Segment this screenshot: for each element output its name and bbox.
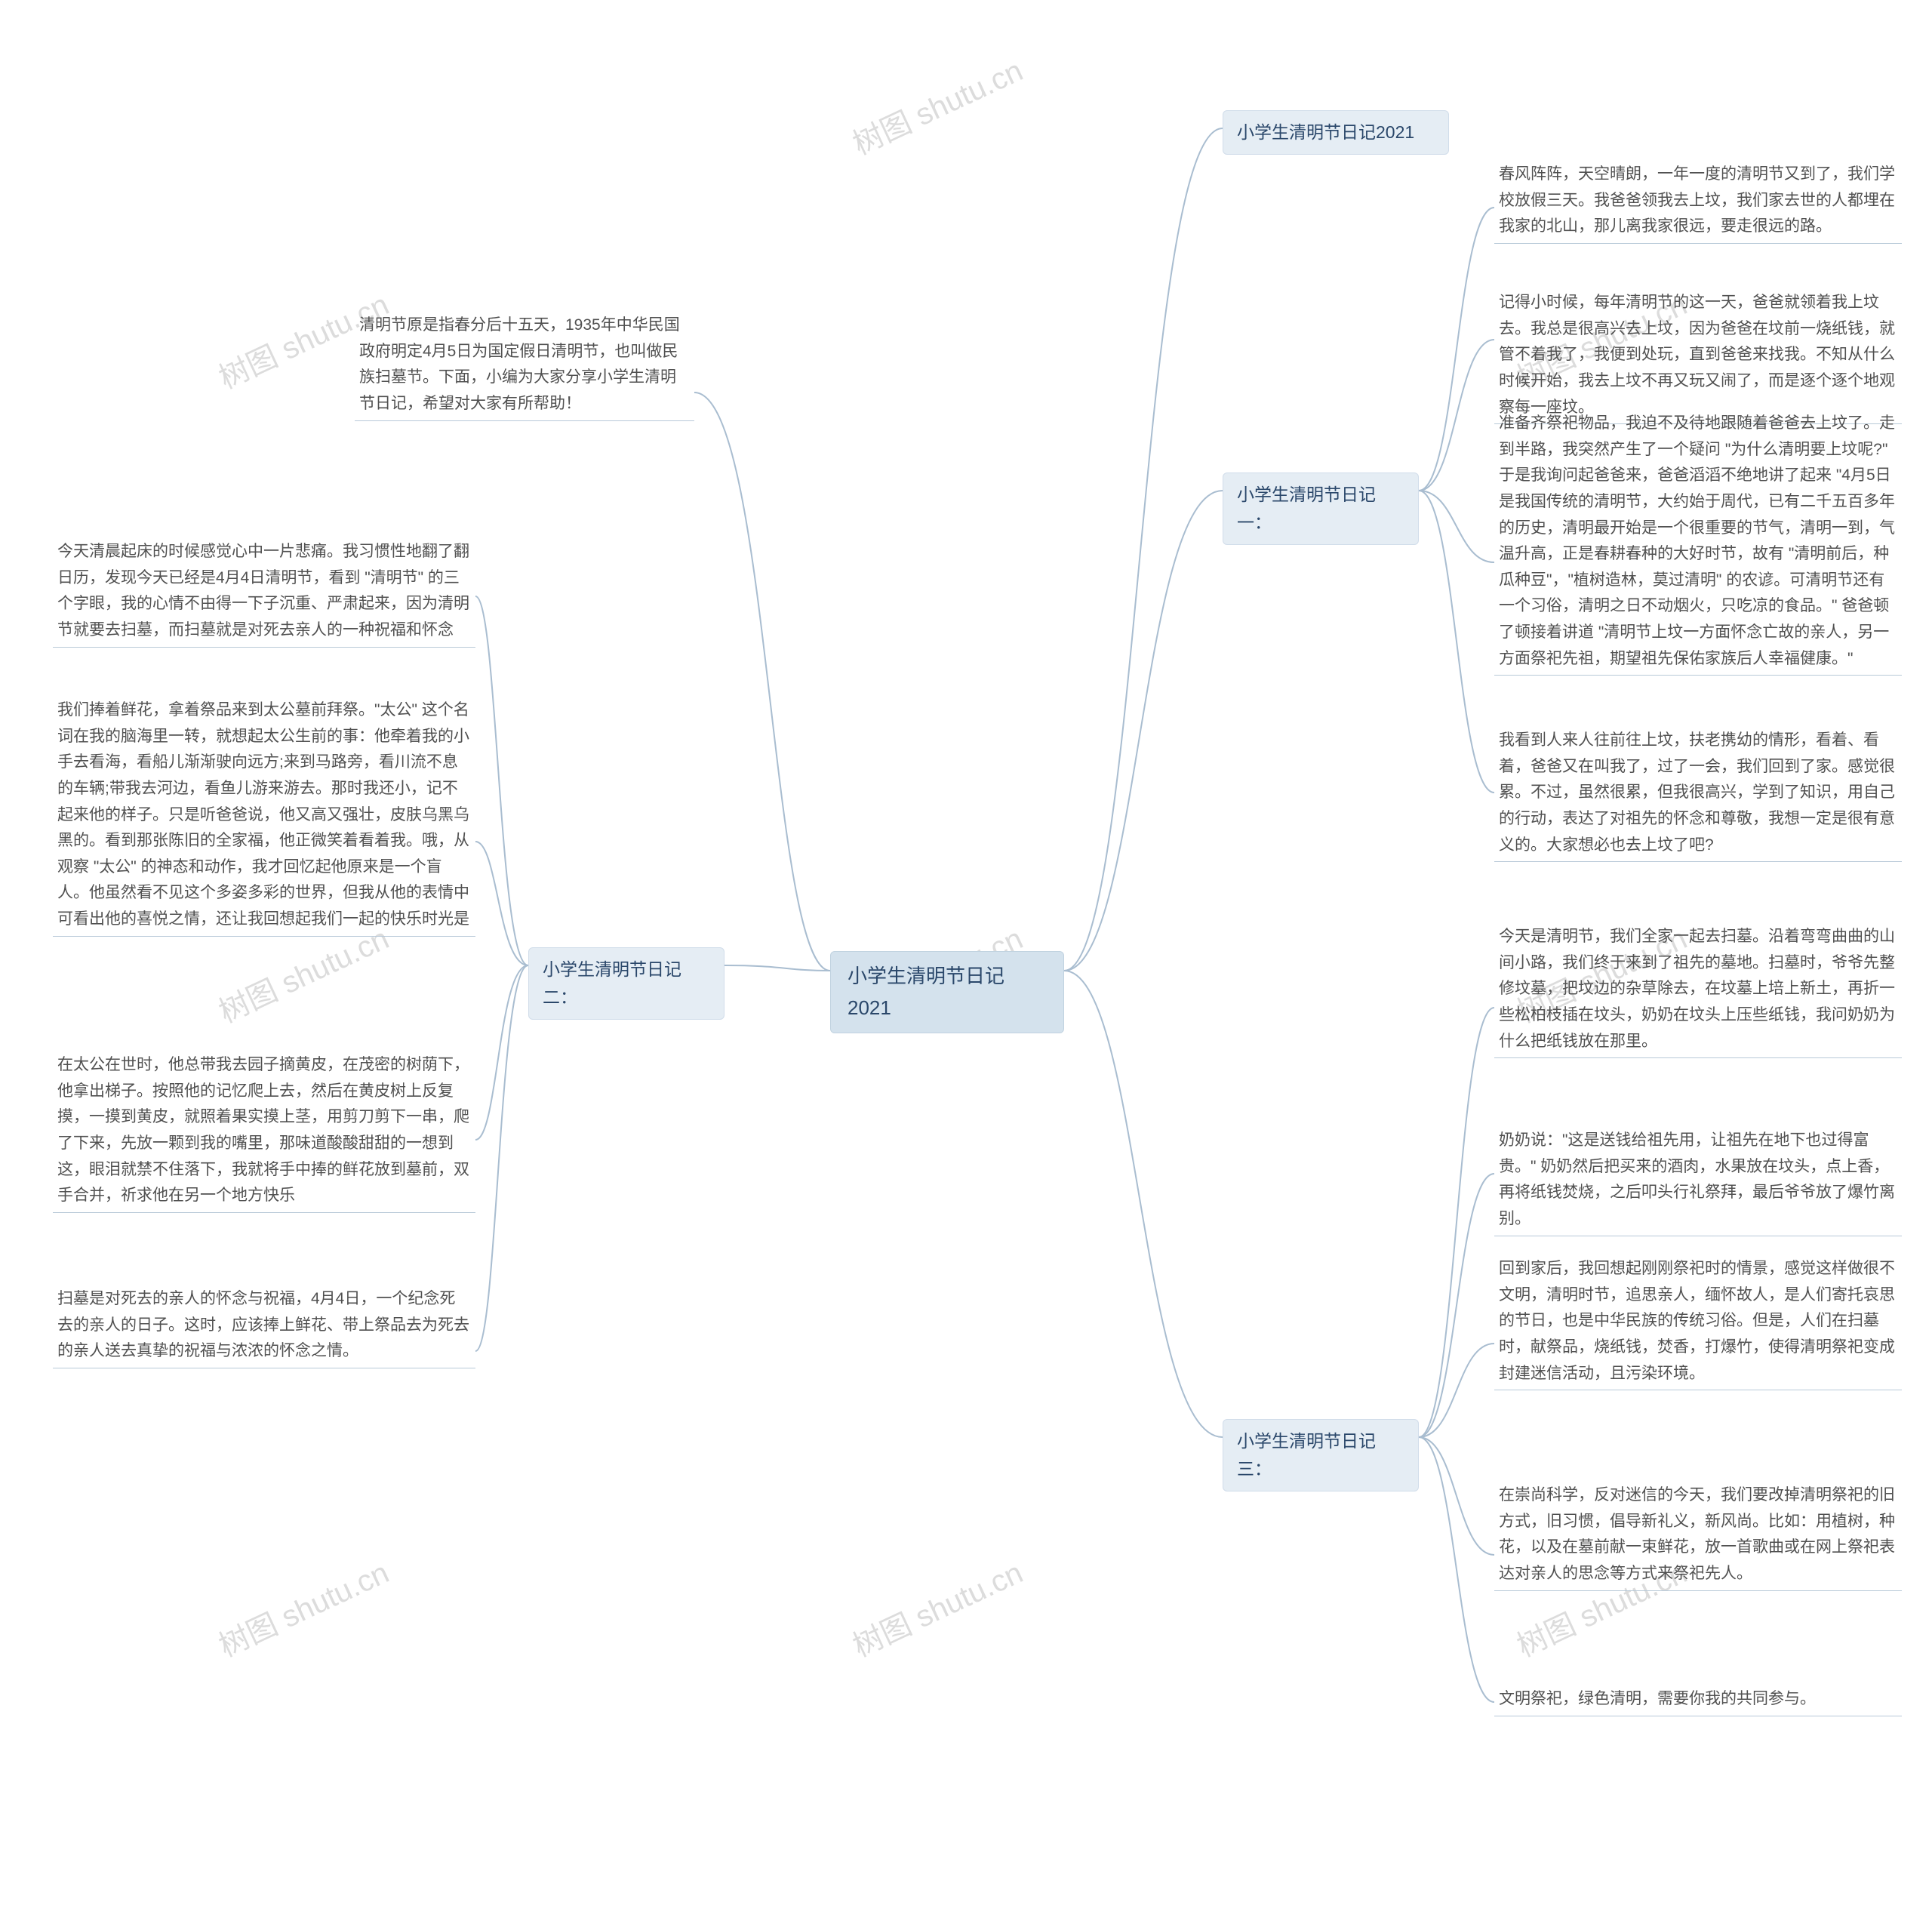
watermark: 树图 shutu.cn — [844, 1549, 1029, 1666]
topic-diary-1[interactable]: 小学生清明节日记一： — [1223, 473, 1419, 545]
diary2-para-2: 我们捧着鲜花，拿着祭品来到太公墓前拜祭。"太公" 这个名词在我的脑海里一转，就想… — [53, 694, 475, 937]
diary2-para-4: 扫墓是对死去的亲人的怀念与祝福，4月4日，一个纪念死去的亲人的日子。这时，应该捧… — [53, 1283, 475, 1368]
intro-paragraph: 清明节原是指春分后十五天，1935年中华民国政府明定4月5日为国定假日清明节，也… — [355, 309, 694, 421]
diary1-para-3: 准备齐祭祀物品，我迫不及待地跟随着爸爸去上坟了。走到半路，我突然产生了一个疑问 … — [1494, 408, 1902, 676]
topic-diary-3[interactable]: 小学生清明节日记三： — [1223, 1419, 1419, 1491]
diary3-para-3: 回到家后，我回想起刚刚祭祀时的情景，感觉这样做很不文明，清明时节，追思亲人，缅怀… — [1494, 1253, 1902, 1390]
diary1-para-4: 我看到人来人往前往上坟，扶老携幼的情形，看着、看着，爸爸又在叫我了，过了一会，我… — [1494, 725, 1902, 862]
diary3-para-4: 在崇尚科学，反对迷信的今天，我们要改掉清明祭祀的旧方式，旧习惯，倡导新礼义，新风… — [1494, 1479, 1902, 1591]
watermark: 树图 shutu.cn — [211, 1549, 395, 1666]
topic-duplicate-title[interactable]: 小学生清明节日记2021 — [1223, 110, 1449, 155]
root-node[interactable]: 小学生清明节日记2021 — [830, 951, 1064, 1033]
diary3-para-1: 今天是清明节，我们全家一起去扫墓。沿着弯弯曲曲的山间小路，我们终于来到了祖先的墓… — [1494, 921, 1902, 1058]
diary1-para-1: 春风阵阵，天空晴朗，一年一度的清明节又到了，我们学校放假三天。我爸爸领我去上坟，… — [1494, 159, 1902, 244]
diary3-para-5: 文明祭祀，绿色清明，需要你我的共同参与。 — [1494, 1683, 1902, 1716]
diary2-para-3: 在太公在世时，他总带我去园子摘黄皮，在茂密的树荫下，他拿出梯子。按照他的记忆爬上… — [53, 1049, 475, 1213]
watermark: 树图 shutu.cn — [844, 47, 1029, 164]
diary3-para-2: 奶奶说："这是送钱给祖先用，让祖先在地下也过得富贵。" 奶奶然后把买来的酒肉，水… — [1494, 1125, 1902, 1236]
diary1-para-2: 记得小时候，每年清明节的这一天，爸爸就领着我上坟去。我总是很高兴去上坟，因为爸爸… — [1494, 287, 1902, 424]
diary2-para-1: 今天清晨起床的时候感觉心中一片悲痛。我习惯性地翻了翻日历，发现今天已经是4月4日… — [53, 536, 475, 648]
topic-diary-2[interactable]: 小学生清明节日记二： — [528, 947, 724, 1020]
